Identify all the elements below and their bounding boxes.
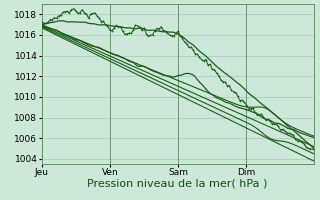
- X-axis label: Pression niveau de la mer( hPa ): Pression niveau de la mer( hPa ): [87, 179, 268, 189]
